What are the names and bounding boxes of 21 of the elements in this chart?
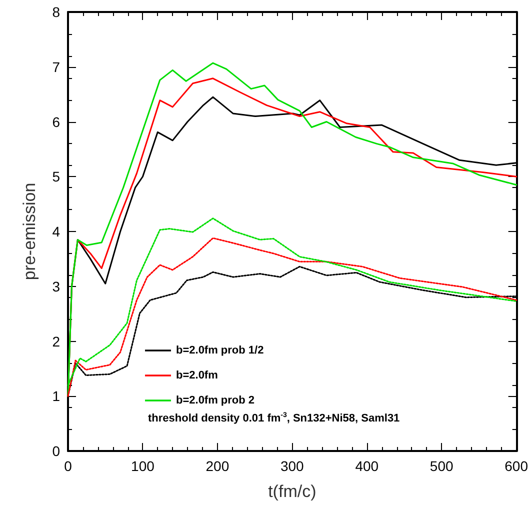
y-tick-label: 3 [52, 278, 60, 294]
x-tick-label: 200 [206, 458, 230, 474]
x-tick-label: 100 [131, 458, 155, 474]
legend-label: b=2.0fm prob 2 [176, 394, 255, 406]
y-tick-label: 1 [52, 388, 60, 404]
x-tick-label: 500 [430, 458, 454, 474]
x-tick-label: 300 [280, 458, 304, 474]
y-axis-title: pre-emission [20, 182, 39, 280]
y-tick-label: 4 [52, 224, 60, 240]
y-tick-label: 2 [52, 333, 60, 350]
y-tick-label: 6 [52, 114, 60, 130]
y-tick-label: 0 [52, 443, 60, 459]
y-tick-label: 8 [52, 4, 60, 20]
x-tick-label: 600 [504, 458, 528, 474]
y-tick-label: 7 [52, 58, 60, 75]
y-tick-label: 5 [52, 168, 60, 185]
legend-label: b=2.0fm prob 1/2 [176, 344, 264, 356]
legend-label: b=2.0fm [176, 370, 218, 382]
x-axis-title: t(fm/c) [268, 482, 316, 501]
x-tick-label: 0 [64, 458, 72, 474]
x-tick-label: 400 [355, 458, 379, 474]
